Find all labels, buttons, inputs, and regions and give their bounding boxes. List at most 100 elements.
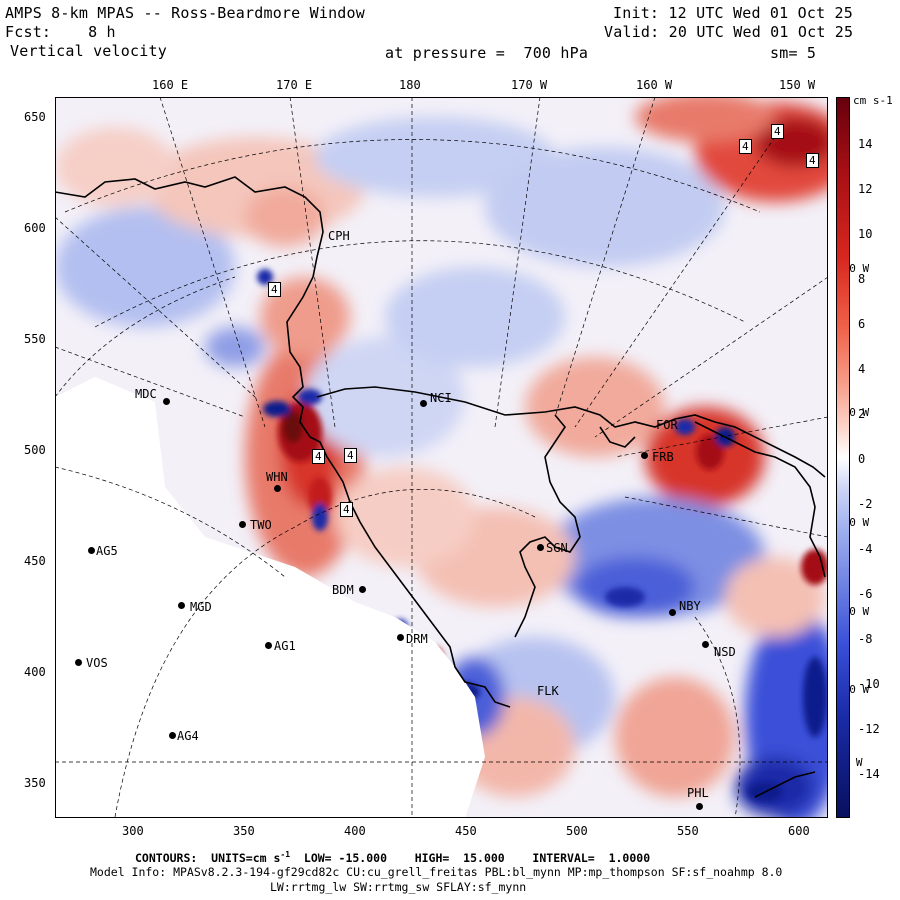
station-marker <box>420 400 427 407</box>
x-tick-label: 550 <box>677 824 699 838</box>
station-label: MDC <box>135 387 157 401</box>
valid-value: 20 UTC Wed 01 Oct 25 <box>668 23 854 41</box>
station-marker <box>169 732 176 739</box>
x-tick-label: 600 <box>788 824 810 838</box>
top-lon-label: 180 <box>399 78 421 92</box>
init-value: 12 UTC Wed 01 Oct 25 <box>668 4 854 22</box>
contour-label: 4 <box>344 448 357 463</box>
station-marker <box>88 547 95 554</box>
station-marker <box>696 803 703 810</box>
contours-units: CONTOURS: UNITS=cm s <box>135 850 281 865</box>
valid-label: Valid: <box>604 23 660 41</box>
contour-label: 4 <box>312 449 325 464</box>
colorbar-tick: -8 <box>858 632 873 646</box>
x-tick-label: 450 <box>455 824 477 838</box>
map-title: AMPS 8-km MPAS -- Ross-Beardmore Window <box>5 4 365 22</box>
station-label: PHL <box>687 786 709 800</box>
top-lon-label: 150 W <box>779 78 816 92</box>
colorbar-tick: 14 <box>858 137 873 151</box>
station-marker <box>702 641 709 648</box>
station-marker <box>397 634 404 641</box>
x-tick-label: 400 <box>344 824 366 838</box>
y-tick-label: 500 <box>24 443 46 457</box>
station-label: SGN <box>546 541 568 555</box>
colorbar-units: cm s-1 <box>853 94 893 107</box>
colorbar-tick: -14 <box>858 767 880 781</box>
contour-info: CONTOURS: UNITS=cm s-1 LOW= -15.000 HIGH… <box>135 850 650 865</box>
forecast-label: Fcst: 8 h <box>5 23 116 41</box>
pressure-label: at pressure = <box>385 44 505 62</box>
colorbar-tick: 6 <box>858 317 866 331</box>
units-exponent: -1 <box>280 850 291 859</box>
station-label: AG1 <box>274 639 296 653</box>
station-marker <box>537 544 544 551</box>
y-tick-label: 600 <box>24 221 46 235</box>
top-lon-label: 170 W <box>511 78 548 92</box>
station-marker <box>75 659 82 666</box>
station-label: MGD <box>190 600 212 614</box>
colorbar-tick: -2 <box>858 497 873 511</box>
station-label: DRM <box>406 632 428 646</box>
station-marker <box>359 586 366 593</box>
top-lon-label: 160 E <box>152 78 189 92</box>
station-label: AG5 <box>96 544 118 558</box>
station-label: TWO <box>250 518 272 532</box>
top-lon-label: 160 W <box>636 78 673 92</box>
field-name: Vertical velocity <box>10 42 167 60</box>
intense-cells <box>257 269 828 802</box>
station-marker <box>265 642 272 649</box>
colorbar <box>836 97 850 818</box>
model-info: Model Info: MPASv8.2.3-194-gf29cd82c CU:… <box>90 865 783 879</box>
station-marker <box>274 485 281 492</box>
station-label: BDM <box>332 583 354 597</box>
contour-label: 4 <box>340 502 353 517</box>
x-tick-label: 350 <box>233 824 255 838</box>
coastlines <box>55 176 826 798</box>
init-label: Init: <box>613 4 660 22</box>
colorbar-tick: -6 <box>858 587 873 601</box>
y-tick-label: 450 <box>24 554 46 568</box>
colorbar-tick: -10 <box>858 677 880 691</box>
station-label: VOS <box>86 656 108 670</box>
contour-label: 4 <box>739 139 752 154</box>
contours-low: LOW= -15.000 <box>303 850 387 865</box>
colorbar-tick: 10 <box>858 227 873 241</box>
y-tick-label: 400 <box>24 665 46 679</box>
station-marker <box>669 609 676 616</box>
station-label: CPH <box>328 229 350 243</box>
station-label: NSD <box>714 645 736 659</box>
colorbar-tick: 0 <box>858 452 866 466</box>
no-data-region <box>55 377 485 818</box>
physics-info: LW:rrtmg_lw SW:rrtmg_sw SFLAY:sf_mynn <box>270 880 527 894</box>
station-label: FLK <box>537 684 559 698</box>
y-tick-label: 350 <box>24 776 46 790</box>
station-label: WHN <box>266 470 288 484</box>
colorbar-tick: 4 <box>858 362 866 376</box>
contours-interval: INTERVAL= 1.0000 <box>532 850 651 865</box>
map-plot <box>55 97 828 818</box>
colorbar-tick: 8 <box>858 272 866 286</box>
station-marker <box>641 452 648 459</box>
contours-high: HIGH= 15.000 <box>414 850 505 865</box>
x-tick-label: 300 <box>122 824 144 838</box>
pressure-value: 700 hPa <box>523 44 589 62</box>
fcst-label: Fcst: <box>5 23 52 41</box>
station-label: NCI <box>430 391 452 405</box>
station-marker <box>239 521 246 528</box>
station-marker <box>178 602 185 609</box>
fcst-value: 8 h <box>88 23 116 41</box>
y-tick-label: 550 <box>24 332 46 346</box>
colorbar-tick: 2 <box>858 407 866 421</box>
x-tick-label: 500 <box>566 824 588 838</box>
colorbar-tick: -12 <box>858 722 880 736</box>
velocity-field <box>55 97 828 818</box>
colorbar-tick: 12 <box>858 182 873 196</box>
contour-label: 4 <box>268 282 281 297</box>
top-lon-label: 170 E <box>276 78 313 92</box>
smoothing-value: sm= 5 <box>770 44 817 62</box>
contour-label: 4 <box>806 153 819 168</box>
pressure-level: at pressure = 700 hPa <box>385 44 588 62</box>
colorbar-tick: -4 <box>858 542 873 556</box>
station-marker <box>163 398 170 405</box>
station-label: FOR <box>656 418 678 432</box>
